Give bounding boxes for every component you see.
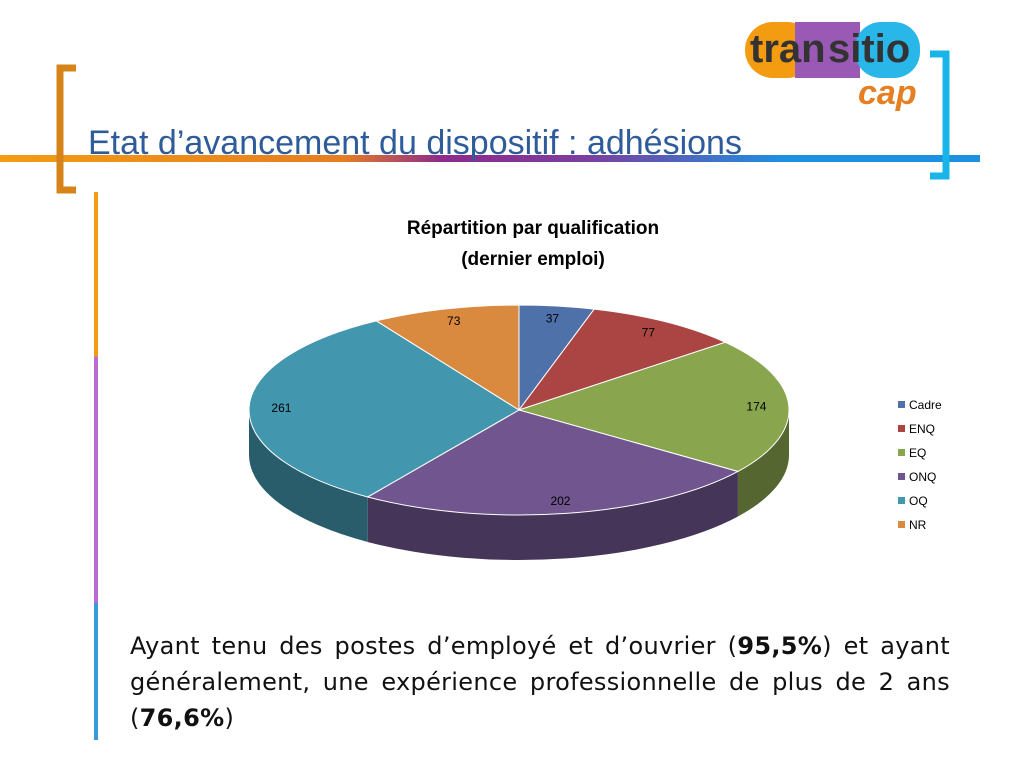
legend-label: ENQ (909, 422, 935, 436)
pie-slice (517, 308, 727, 411)
pie-slice (366, 409, 740, 516)
legend-label: EQ (909, 446, 926, 460)
legend-swatch (898, 473, 905, 480)
data-label: 73 (447, 314, 461, 328)
data-label: 37 (546, 312, 560, 326)
pie-side (737, 410, 790, 517)
header-line (0, 155, 980, 162)
text-bold: 95,5% (737, 632, 823, 660)
pie-slice (375, 304, 520, 411)
pie-slice (517, 341, 790, 472)
data-label: 77 (642, 325, 656, 339)
chart-title: Répartition par qualification (407, 218, 659, 239)
text-bold: 76,6% (139, 704, 225, 732)
legend-label: NR (909, 518, 927, 532)
legend-swatch (898, 521, 905, 528)
pie-slice (248, 320, 520, 498)
legend-swatch (898, 449, 905, 456)
paragraph: Ayant tenu des postes d’employé et d’ouv… (130, 628, 950, 736)
data-label: 202 (550, 494, 570, 508)
bracket-right (930, 50, 950, 180)
legend-label: ONQ (909, 470, 936, 484)
logo-text: sitio (828, 27, 910, 71)
chart-subtitle: (dernier emploi) (461, 249, 605, 270)
logo-text: cap (858, 74, 917, 112)
legend-swatch (898, 497, 905, 504)
pie-side (367, 471, 738, 561)
text: Ayant tenu des postes d’employé et d’ouv… (130, 632, 738, 660)
legend-swatch (898, 425, 905, 432)
text: ) et ayant généralement, une expérience … (130, 632, 950, 732)
logo: tran sitio cap (745, 22, 920, 112)
legend-label: OQ (909, 494, 928, 508)
data-label: 174 (746, 399, 766, 413)
logo-text: tran (750, 27, 826, 71)
legend-swatch (898, 401, 905, 408)
legend-label: Cadre (909, 398, 942, 412)
side-line (94, 192, 98, 740)
bracket-left (56, 64, 76, 194)
slide-title: Etat d’avancement du dispositif : adhési… (88, 124, 742, 162)
text: ) (224, 704, 235, 732)
data-label: 261 (271, 401, 291, 415)
